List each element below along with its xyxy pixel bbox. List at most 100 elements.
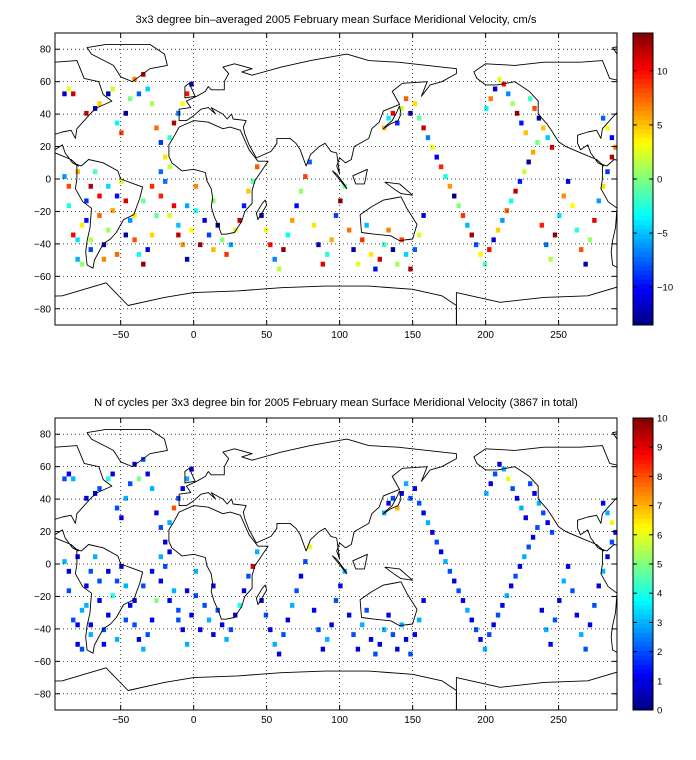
data-cell <box>88 622 93 628</box>
colorbar-segment <box>633 527 653 533</box>
colorbar-segment <box>633 302 653 308</box>
colorbar-segment <box>633 188 653 194</box>
data-cell <box>403 481 409 487</box>
y-tick-label: 60 <box>40 77 52 88</box>
data-cell <box>75 169 80 175</box>
data-cell <box>541 510 546 516</box>
data-cell <box>110 593 115 599</box>
data-cell <box>211 247 216 252</box>
data-cell <box>171 203 177 209</box>
data-cell <box>127 481 133 487</box>
data-cell <box>114 578 120 584</box>
data-cell <box>79 646 85 652</box>
colorbar-segment <box>633 422 653 428</box>
data-cells <box>62 71 617 272</box>
data-cell <box>132 213 137 218</box>
data-cell <box>145 471 150 477</box>
data-cell <box>425 520 431 526</box>
data-cell <box>399 622 404 628</box>
colorbar-segment <box>633 315 653 321</box>
data-cell <box>92 491 98 496</box>
data-cell <box>281 247 286 252</box>
data-cell <box>254 164 260 170</box>
data-cell <box>149 568 155 574</box>
data-cell <box>522 169 527 175</box>
data-cell <box>544 627 549 633</box>
data-cell <box>539 607 545 613</box>
colorbar-segment <box>633 691 653 697</box>
colorbar-segment <box>633 655 653 661</box>
colorbar-segment <box>633 283 653 289</box>
coastline <box>331 170 348 190</box>
data-cell <box>565 179 571 184</box>
data-cell <box>106 91 111 97</box>
x-tick-label: −50 <box>112 330 129 341</box>
colorbar-segment <box>633 224 653 230</box>
colorbar: 0 1 2 3 4 5 6 7 8 9 10 <box>632 414 668 717</box>
data-cell <box>119 515 124 521</box>
data-cell <box>417 232 422 238</box>
data-cell <box>469 232 474 238</box>
colorbar-segment <box>633 481 653 487</box>
colorbar-segment <box>633 609 653 615</box>
data-cell <box>84 110 89 116</box>
coastline <box>86 43 168 83</box>
data-cell <box>114 193 120 199</box>
data-cell <box>523 515 528 521</box>
colorbar-segment <box>633 293 653 299</box>
data-cell <box>92 106 98 111</box>
data-cell <box>311 222 317 228</box>
data-cell <box>154 598 159 603</box>
data-cell <box>421 213 426 218</box>
colorbar-segment <box>633 124 653 130</box>
colorbar-segment <box>633 600 653 606</box>
x-tick-label: 250 <box>550 330 567 341</box>
data-cell <box>513 573 518 579</box>
data-cell <box>613 529 617 535</box>
data-cell <box>473 627 479 633</box>
y-tick-label: 0 <box>45 175 51 186</box>
data-cell <box>114 637 120 642</box>
colorbar-segment <box>633 270 653 276</box>
colorbar-segment <box>633 568 653 574</box>
data-cell <box>506 476 511 482</box>
velocity-chart: −50 0 50 100 150 200 250−80−60−40−200204060803… <box>34 14 673 341</box>
coastline <box>255 584 268 606</box>
colorbar-tick-label: 10 <box>657 414 668 425</box>
data-cell <box>390 495 396 501</box>
colorbar-segment <box>633 614 653 620</box>
coastline <box>455 286 617 325</box>
colorbar-segment <box>633 33 653 39</box>
colorbar-segment <box>633 160 653 166</box>
data-cell <box>132 622 137 628</box>
data-cell <box>447 183 453 189</box>
y-tick-label: −40 <box>34 239 51 250</box>
colorbar-segment <box>633 513 653 519</box>
data-cell <box>106 183 111 189</box>
data-cell <box>276 651 282 657</box>
colorbar-segment <box>633 623 653 629</box>
data-cell <box>552 232 558 238</box>
data-cell <box>246 573 251 579</box>
data-cell <box>268 627 273 633</box>
data-cell <box>141 583 146 589</box>
data-cell <box>127 217 133 223</box>
data-cell <box>609 154 615 160</box>
data-cell <box>176 607 181 613</box>
data-cell <box>97 193 102 199</box>
coastline <box>455 671 617 710</box>
colorbar-tick-label: 5 <box>657 560 662 571</box>
data-cell <box>329 237 334 243</box>
data-cell <box>119 564 124 569</box>
data-cell <box>149 183 155 189</box>
colorbar-segment <box>633 238 653 244</box>
data-cell <box>548 256 553 262</box>
data-cell <box>290 217 295 223</box>
data-cell <box>570 588 575 594</box>
data-cell <box>536 500 542 506</box>
data-cell <box>163 564 168 569</box>
data-cell <box>561 193 566 199</box>
colorbar-segment <box>633 279 653 285</box>
y-tick-label: −60 <box>34 657 51 668</box>
colorbar-segment <box>633 106 653 112</box>
